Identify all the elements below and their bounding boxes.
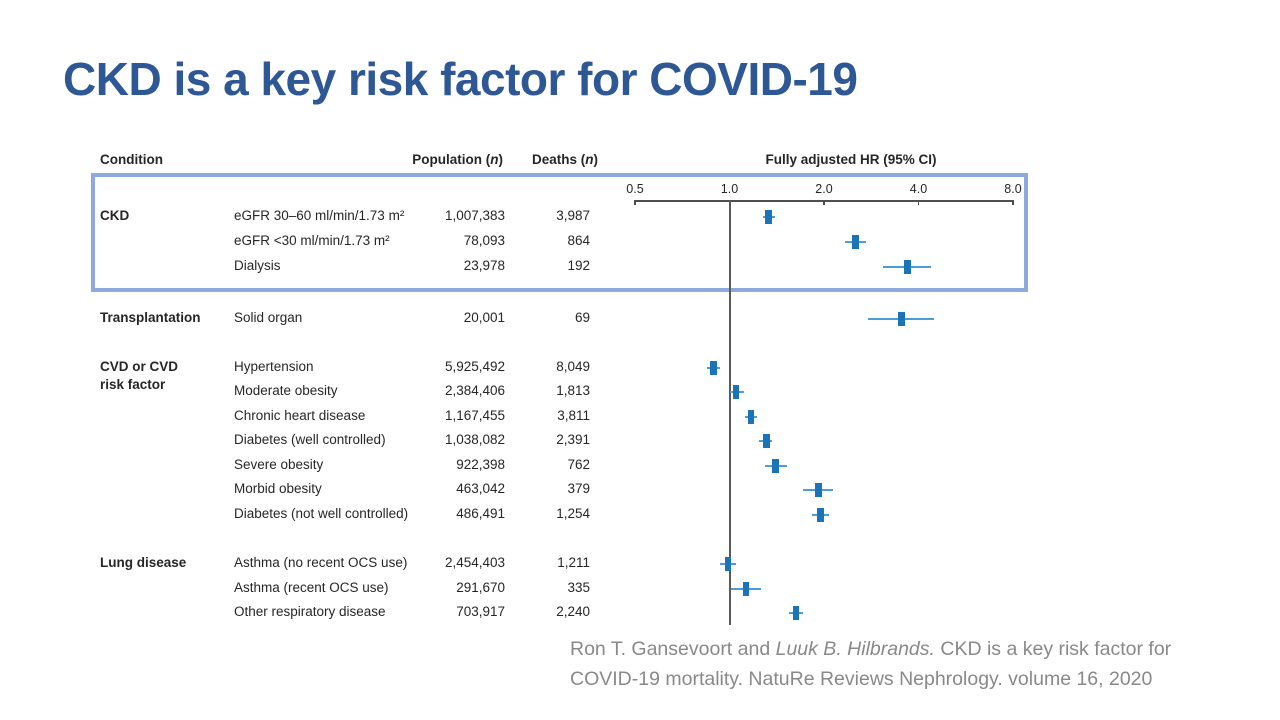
column-header-deaths: Deaths (n): [531, 152, 598, 167]
condition-label: Moderate obesity: [234, 383, 338, 398]
deaths-value: 762: [567, 457, 590, 472]
deaths-value: 379: [567, 481, 590, 496]
condition-label: Other respiratory disease: [234, 604, 386, 619]
column-header-hr: Fully adjusted HR (95% CI): [765, 152, 937, 167]
column-header-population: Population (n): [412, 152, 503, 167]
group-label: Transplantation: [100, 310, 201, 325]
condition-label: Chronic heart disease: [234, 408, 366, 423]
citation-line-2: COVID-19 mortality. NatuRe Reviews Nephr…: [570, 667, 1153, 690]
population-value: 1,007,383: [444, 208, 505, 223]
condition-label: Hypertension: [234, 359, 314, 374]
deaths-value: 192: [567, 258, 590, 273]
citation-line-1: Ron T. Gansevoort and Luuk B. Hilbrands.…: [570, 638, 1172, 660]
population-value: 2,454,403: [444, 555, 505, 570]
condition-label: Asthma (recent OCS use): [234, 580, 389, 595]
hr-marker: [763, 434, 770, 448]
deaths-value: 69: [574, 310, 590, 325]
axis-tick-label: 4.0: [909, 182, 928, 196]
population-value: 922,398: [456, 457, 505, 472]
hr-marker: [904, 260, 911, 274]
axis-tick: [634, 200, 636, 205]
hr-marker: [852, 235, 859, 249]
deaths-value: 864: [567, 233, 590, 248]
condition-label: Solid organ: [234, 310, 303, 325]
group-label: CKD: [100, 208, 130, 223]
condition-label: eGFR 30–60 ml/min/1.73 m²: [234, 208, 405, 223]
hr-marker: [742, 582, 750, 596]
population-value: 2,384,406: [444, 383, 505, 398]
hr-marker: [772, 459, 779, 473]
hr-marker: [747, 410, 755, 424]
hr-marker: [732, 385, 740, 399]
hr-marker: [765, 210, 772, 224]
condition-label: Diabetes (not well controlled): [234, 506, 409, 521]
population-value: 23,978: [463, 258, 505, 273]
ckd-highlight-box: [91, 173, 1028, 292]
hr-marker: [898, 312, 905, 326]
hr-marker: [817, 508, 824, 522]
axis-tick-label: 1.0: [720, 182, 739, 196]
population-value: 486,491: [456, 506, 505, 521]
axis-tick-label: 0.5: [626, 182, 644, 196]
population-value: 5,925,492: [444, 359, 505, 374]
population-value: 463,042: [456, 481, 505, 496]
condition-label: eGFR <30 ml/min/1.73 m²: [234, 233, 390, 248]
group-label: CVD or CVD risk factor: [100, 359, 179, 392]
condition-label: Diabetes (well controlled): [234, 432, 386, 447]
citation: Ron T. Gansevoort and Luuk B. Hilbrands.…: [570, 635, 1234, 694]
deaths-value: 1,254: [556, 506, 590, 521]
slide-title: CKD is a key risk factor for COVID-19: [63, 53, 858, 105]
population-value: 291,670: [456, 580, 505, 595]
hr-marker: [792, 606, 800, 620]
axis-tick-label: 8.0: [1004, 182, 1022, 196]
condition-label: Asthma (no recent OCS use): [234, 555, 408, 570]
group-label: Lung disease: [100, 555, 187, 570]
deaths-value: 3,811: [557, 408, 590, 423]
axis-tick: [823, 200, 825, 205]
column-header-condition: Condition: [100, 152, 163, 167]
deaths-value: 335: [567, 580, 590, 595]
hr-marker: [710, 361, 717, 375]
axis-tick: [917, 200, 920, 205]
reference-line: [728, 200, 731, 625]
deaths-value: 1,211: [557, 555, 590, 570]
deaths-value: 8,049: [556, 359, 590, 374]
axis-tick-label: 2.0: [815, 182, 833, 196]
deaths-value: 2,240: [556, 604, 590, 619]
deaths-value: 3,987: [556, 208, 590, 223]
population-value: 703,917: [456, 604, 505, 619]
condition-label: Morbid obesity: [234, 481, 322, 496]
hr-marker: [815, 483, 822, 497]
hr-marker: [724, 557, 732, 571]
population-value: 20,001: [463, 310, 505, 325]
population-value: 1,167,455: [444, 408, 505, 423]
deaths-value: 1,813: [556, 383, 590, 398]
condition-label: Severe obesity: [234, 457, 324, 472]
population-value: 78,093: [463, 233, 505, 248]
axis-tick: [1012, 200, 1014, 205]
population-value: 1,038,082: [444, 432, 505, 447]
deaths-value: 2,391: [556, 432, 590, 447]
condition-label: Dialysis: [234, 258, 281, 273]
